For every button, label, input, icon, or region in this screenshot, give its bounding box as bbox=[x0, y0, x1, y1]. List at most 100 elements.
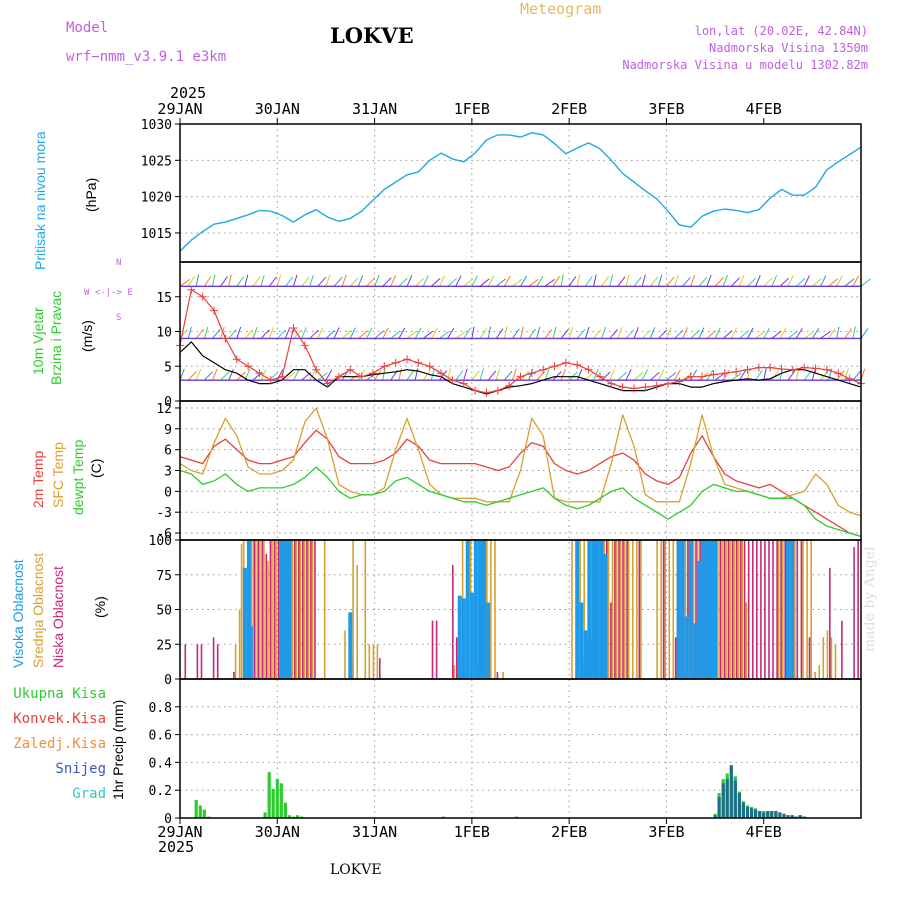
wind-barb-mark bbox=[609, 369, 616, 381]
cloud-high-bar bbox=[283, 540, 288, 679]
wind-gust-marker bbox=[459, 379, 468, 388]
wind-barb-mark bbox=[414, 327, 422, 339]
wind-gust-marker bbox=[187, 285, 196, 294]
wind-barb-mark bbox=[309, 274, 314, 287]
wind-barb-mark bbox=[747, 327, 754, 339]
precip-total-bar bbox=[279, 783, 283, 819]
wind-barb-mark bbox=[422, 330, 434, 339]
wind-barb-mark bbox=[244, 329, 254, 339]
wind-gust-marker bbox=[403, 355, 411, 364]
wind-gust-marker bbox=[686, 372, 695, 381]
wind-barb-mark bbox=[568, 326, 574, 339]
pressure-ytick-label: 1015 bbox=[141, 227, 172, 242]
cloud-high-bar bbox=[713, 540, 718, 679]
precip-label-conv: Konvek.Kisa bbox=[13, 711, 106, 727]
wind-barb-mark bbox=[487, 275, 495, 287]
wind-barb-mark bbox=[836, 275, 843, 287]
wind-gust-marker bbox=[595, 372, 604, 381]
wind-gust-marker bbox=[244, 362, 253, 371]
wind-barb-mark bbox=[212, 328, 221, 339]
wind-barb-mark bbox=[755, 330, 766, 339]
bottom-day-label: 1FEB bbox=[454, 823, 490, 841]
pressure-ytick-label: 1020 bbox=[141, 191, 172, 206]
wind-gust-marker bbox=[493, 386, 502, 395]
temperature-ytick-label: -6 bbox=[156, 527, 172, 542]
wind-barb-mark bbox=[195, 328, 205, 339]
year-top: 2025 bbox=[170, 84, 207, 102]
wind-barb-mark bbox=[657, 369, 665, 381]
wind-barb-mark bbox=[252, 276, 261, 287]
wind-barb-mark bbox=[738, 369, 747, 381]
wind-barb-mark bbox=[495, 368, 501, 381]
wind-barb-mark bbox=[471, 326, 475, 339]
wind-barb-mark bbox=[698, 277, 708, 287]
wind-barb-mark bbox=[828, 328, 836, 339]
temperature-ytick-label: 12 bbox=[156, 402, 172, 417]
wind-barb-mark bbox=[211, 274, 216, 287]
cloud-high-bar bbox=[688, 540, 693, 679]
wind-barb-mark bbox=[536, 326, 541, 339]
cloud-high-bar bbox=[603, 553, 608, 679]
top-day-label: 30JAN bbox=[255, 100, 300, 118]
wind-barb-mark bbox=[220, 326, 225, 339]
wind-barb-mark bbox=[820, 275, 827, 287]
wind-barb-mark bbox=[414, 277, 425, 287]
temperature-ytick-label: 9 bbox=[164, 423, 172, 438]
wind-barb-mark bbox=[690, 274, 696, 287]
wind-barb-mark bbox=[487, 326, 492, 339]
wind-barb-mark bbox=[487, 370, 497, 381]
wind-gust-marker bbox=[800, 363, 809, 372]
wind-barb-mark bbox=[236, 326, 242, 339]
wind-compass-s: S bbox=[116, 313, 122, 323]
wind-barb-mark bbox=[495, 328, 504, 339]
wind-barb-mark bbox=[382, 277, 392, 287]
wind-barb-mark bbox=[309, 329, 319, 339]
wind-barb-mark bbox=[812, 278, 822, 287]
wind-barb-mark bbox=[536, 275, 544, 287]
cloud-high-bar bbox=[692, 623, 697, 679]
wind-barb-mark bbox=[325, 369, 333, 381]
wind-barb-mark bbox=[503, 370, 513, 381]
wind-barb-mark bbox=[317, 372, 328, 381]
temperature-ytick-label: 0 bbox=[164, 485, 172, 500]
wind-barb-mark bbox=[422, 370, 431, 381]
wind-barb-mark bbox=[471, 370, 480, 381]
precip-snow-bar bbox=[754, 809, 758, 818]
wind-barb-mark bbox=[617, 276, 626, 287]
bottom-day-label: 3FEB bbox=[648, 823, 684, 841]
precip-total-bar bbox=[198, 805, 202, 818]
precip-label-freezing: Zaledj.Kisa bbox=[13, 736, 106, 752]
elevation-label: Nadmorska Visina 1350m bbox=[709, 41, 868, 55]
wind-gust-marker bbox=[482, 388, 491, 397]
wind-gust-marker bbox=[664, 379, 673, 388]
wind-gust-marker bbox=[391, 358, 400, 367]
cloud-high-bar bbox=[575, 540, 580, 679]
wind-barb-mark bbox=[690, 329, 700, 339]
wind-barb-mark bbox=[690, 369, 698, 381]
wind-gust-marker bbox=[845, 374, 854, 383]
wind-gust-marker bbox=[777, 365, 786, 374]
wind-gust-marker bbox=[198, 292, 207, 301]
cloud-high-bar bbox=[287, 540, 292, 679]
wind-barb-mark bbox=[285, 276, 294, 287]
wind-barb-mark bbox=[560, 274, 564, 287]
wind-barb-mark bbox=[439, 370, 448, 381]
wind-gust-marker bbox=[448, 376, 457, 385]
wind-barb-mark bbox=[544, 328, 553, 339]
wind-gust-marker bbox=[437, 369, 446, 378]
wind-barb-mark bbox=[317, 327, 324, 339]
coords-label: lon,lat (20.02E, 42.84N) bbox=[694, 24, 868, 38]
pressure-ytick-label: 1030 bbox=[141, 118, 172, 133]
precip-snow-bar bbox=[721, 783, 725, 819]
wind-barb-mark bbox=[666, 372, 677, 381]
wind-barb-mark bbox=[285, 372, 295, 381]
wind-barb-mark bbox=[511, 328, 520, 339]
bottom-day-label: 2FEB bbox=[551, 823, 587, 841]
wind-barb-mark bbox=[787, 275, 794, 287]
bottom-day-label: 30JAN bbox=[255, 823, 300, 841]
wind-barb-mark bbox=[552, 276, 560, 287]
wind-barb-mark bbox=[463, 328, 471, 339]
wind-barb-mark bbox=[349, 277, 359, 287]
wind-barb-mark bbox=[244, 274, 249, 287]
cloud-high-bar bbox=[461, 598, 466, 679]
